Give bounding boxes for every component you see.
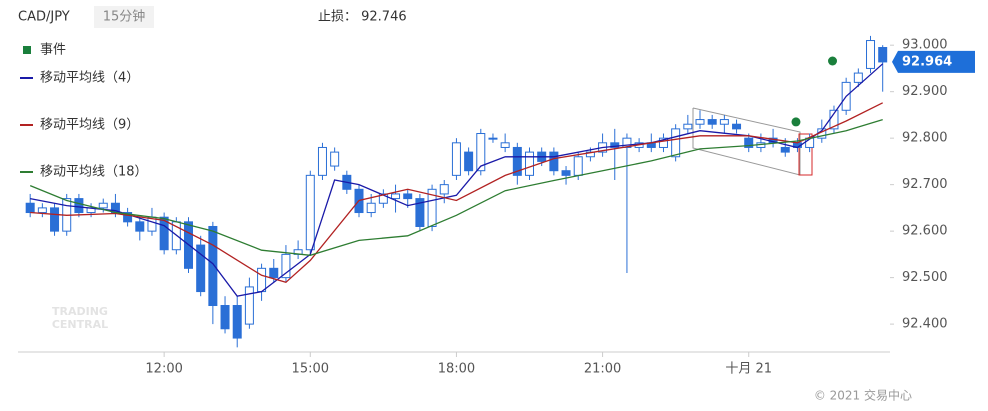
legend-swatch bbox=[23, 46, 31, 54]
y-tick-label: 92.600 bbox=[902, 224, 948, 239]
candle-body bbox=[317, 146, 327, 176]
stop-loss: 止损： 92.746 bbox=[318, 10, 407, 25]
ma-line bbox=[29, 118, 883, 256]
candle-body bbox=[403, 193, 413, 200]
symbol: CAD/JPY bbox=[18, 10, 70, 25]
candle-body bbox=[732, 123, 742, 130]
legend-label: 移动平均线（9） bbox=[40, 118, 139, 133]
candle-body bbox=[25, 202, 35, 214]
candle-body bbox=[451, 142, 461, 176]
highlight-box bbox=[798, 133, 813, 176]
event-marker bbox=[828, 56, 838, 66]
candle-body bbox=[123, 212, 133, 223]
candle-body bbox=[232, 305, 242, 339]
y-tick-label: 92.400 bbox=[902, 317, 948, 332]
candle-body bbox=[512, 146, 522, 176]
candle-body bbox=[878, 47, 888, 63]
interval: 15分钟 bbox=[103, 9, 146, 25]
candle-body bbox=[269, 267, 279, 279]
x-tick-label: 18:00 bbox=[438, 362, 475, 377]
candle-body bbox=[500, 142, 510, 148]
candle-body bbox=[330, 151, 340, 167]
candle-body bbox=[719, 119, 729, 125]
x-tick-label: 15:00 bbox=[292, 362, 329, 377]
candle-body bbox=[244, 286, 254, 325]
last-price-label: 92.964 bbox=[902, 54, 952, 69]
candle-body bbox=[281, 253, 291, 279]
legend-label: 事件 bbox=[40, 43, 66, 58]
candle-body bbox=[208, 225, 218, 307]
candle-body bbox=[464, 151, 474, 172]
candle-body bbox=[196, 244, 206, 293]
candle-body bbox=[427, 188, 437, 227]
y-tick-label: 92.800 bbox=[902, 131, 948, 146]
y-tick-label: 93.000 bbox=[902, 38, 948, 53]
watermark: CENTRAL bbox=[52, 318, 108, 331]
candle-body bbox=[671, 128, 681, 158]
candle-body bbox=[305, 174, 315, 251]
candle-body bbox=[561, 170, 571, 176]
candle-body bbox=[257, 267, 267, 293]
ma-line bbox=[30, 102, 883, 284]
candle-body bbox=[37, 207, 47, 214]
x-tick-label: 十月 21 bbox=[725, 362, 772, 377]
candle-body bbox=[476, 133, 486, 172]
candle-body bbox=[525, 151, 535, 176]
candle-body bbox=[415, 198, 425, 227]
candle-body bbox=[220, 305, 230, 330]
watermark: TRADING bbox=[52, 305, 108, 318]
candle-body bbox=[744, 137, 754, 148]
candle-body bbox=[683, 123, 693, 130]
candle-body bbox=[378, 193, 388, 204]
y-tick-label: 92.700 bbox=[902, 177, 948, 192]
candle-body bbox=[391, 193, 401, 200]
candle-body bbox=[488, 137, 498, 140]
y-tick-label: 92.500 bbox=[902, 270, 948, 285]
candle-body bbox=[439, 184, 449, 195]
legend-label: 移动平均线（4） bbox=[40, 71, 139, 86]
candle-body bbox=[573, 156, 583, 176]
last-price-tag bbox=[892, 50, 975, 73]
candle-body bbox=[159, 216, 169, 251]
candle-body bbox=[658, 137, 668, 148]
candle-body bbox=[135, 221, 145, 232]
y-tick-label: 92.900 bbox=[902, 84, 948, 99]
candle-body bbox=[50, 207, 60, 232]
copyright: © 2021 交易中心 bbox=[814, 388, 912, 403]
candle-body bbox=[98, 202, 108, 209]
candle-body bbox=[366, 202, 376, 214]
legend-label: 移动平均线（18） bbox=[40, 165, 148, 180]
candle-body bbox=[866, 40, 876, 69]
x-tick-label: 21:00 bbox=[584, 362, 621, 377]
candle-body bbox=[74, 198, 84, 214]
candle-body bbox=[707, 119, 717, 125]
candle-body bbox=[622, 137, 632, 148]
ma-line bbox=[30, 63, 884, 297]
event-marker bbox=[791, 117, 801, 127]
x-tick-label: 12:00 bbox=[145, 362, 182, 377]
candle-body bbox=[610, 142, 620, 148]
candle-body bbox=[853, 72, 863, 83]
candle-body bbox=[695, 119, 705, 125]
candle-body bbox=[780, 146, 790, 153]
candle-body bbox=[549, 151, 559, 172]
interval-box bbox=[94, 6, 154, 28]
